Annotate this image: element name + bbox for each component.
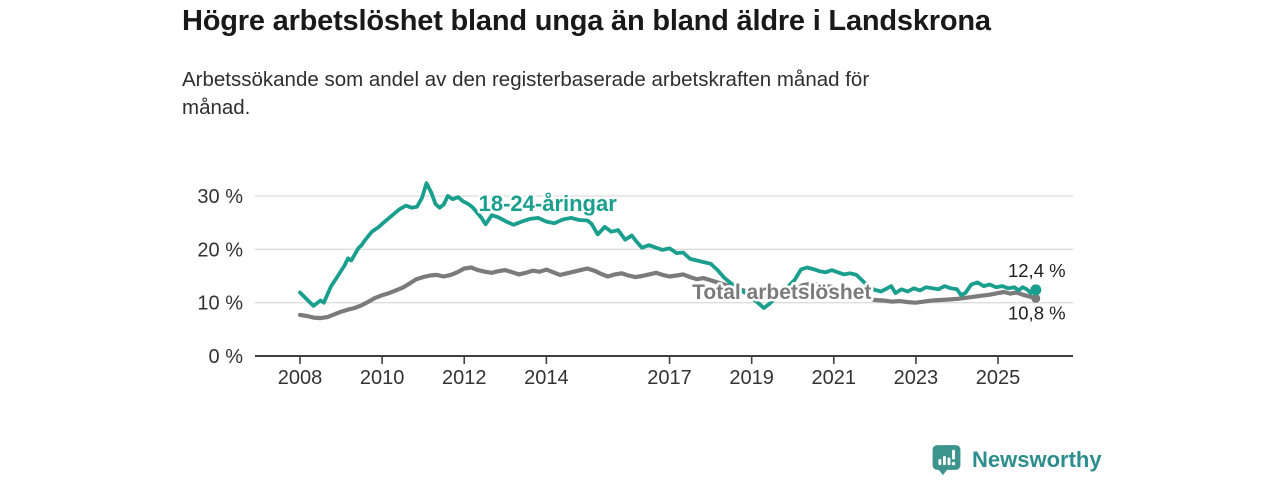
series-line-youth-18-24 [298,181,1038,310]
series-inline-label-youth-18-24: 18-24-åringar [479,191,618,216]
x-tick-label-2025: 2025 [976,367,1021,389]
x-tick-label-2012: 2012 [442,367,487,389]
x-tick-label-2019: 2019 [729,367,774,389]
y-tick-label-20: 20 % [197,239,243,261]
newsworthy-logo-icon [932,445,961,476]
series-end-value-total: 10,8 % [1008,302,1066,323]
x-tick-label-2023: 2023 [894,367,939,389]
x-tick-label-2008: 2008 [278,367,323,389]
brand-name: Newsworthy [972,446,1102,472]
newsworthy-brand-link[interactable]: Newsworthy [930,443,1102,476]
series-end-dot-total [1031,293,1041,303]
x-tick-label-2010: 2010 [360,367,405,389]
chart-subtitle: Arbetssökande som andel av den registerb… [182,68,870,119]
y-tick-label-10: 10 % [197,293,243,315]
x-tick-label-2017: 2017 [647,367,692,389]
series-end-value-youth-18-24: 12,4 % [1008,260,1066,281]
series-line-total [297,265,1038,321]
y-tick-label-0: 0 % [209,346,244,368]
series-end-dot-youth-18-24 [1030,284,1042,296]
chart-title: Högre arbetslöshet bland unga än bland ä… [182,5,991,37]
x-tick-label-2021: 2021 [812,367,857,389]
x-tick-label-2014: 2014 [524,367,569,389]
y-tick-label-30: 30 % [197,186,243,208]
series-inline-label-total: Total arbetslöshet [692,281,871,304]
